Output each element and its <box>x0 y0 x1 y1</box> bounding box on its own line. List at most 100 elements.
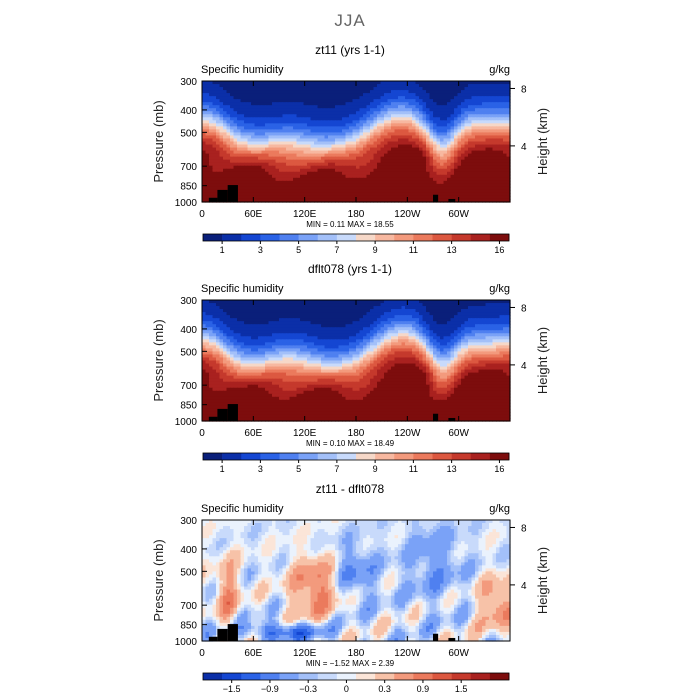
field-cell <box>265 147 270 152</box>
field-cell <box>331 129 336 134</box>
field-cell <box>345 333 350 337</box>
field-cell <box>324 111 329 115</box>
field-cell <box>408 141 413 146</box>
field-cell <box>485 309 490 313</box>
field-cell <box>261 189 266 194</box>
field-cell <box>289 123 294 127</box>
field-cell <box>408 147 413 152</box>
field-cell <box>300 315 305 319</box>
field-cell <box>226 93 231 97</box>
field-cell <box>468 303 473 307</box>
field-cell <box>471 195 476 200</box>
field-cell <box>359 105 364 109</box>
field-cell <box>485 303 490 307</box>
field-cell <box>240 108 245 112</box>
field-cell <box>492 84 497 88</box>
field-cell <box>296 168 301 173</box>
field-cell <box>286 123 291 127</box>
field-cell <box>475 180 480 185</box>
field-cell <box>422 180 427 185</box>
field-cell <box>384 195 389 200</box>
field-cell <box>272 96 277 100</box>
field-cell <box>282 135 287 140</box>
field-cell <box>335 195 340 200</box>
field-cell <box>233 138 238 143</box>
field-cell <box>398 189 403 194</box>
field-cell <box>461 177 466 182</box>
field-cell <box>216 315 221 319</box>
field-cell <box>289 189 294 194</box>
field-cell <box>356 159 361 164</box>
field-cell <box>373 144 378 149</box>
field-cell <box>314 129 319 134</box>
field-cell <box>489 147 494 152</box>
field-cell <box>237 339 242 343</box>
field-cell <box>293 198 298 203</box>
field-cell <box>219 126 224 131</box>
field-cell <box>268 93 273 97</box>
field-cell <box>265 306 270 310</box>
field-cell <box>258 330 263 334</box>
field-cell <box>370 141 375 146</box>
field-cell <box>237 81 242 85</box>
field-cell <box>394 192 399 197</box>
field-cell <box>279 306 284 310</box>
field-cell <box>223 102 228 106</box>
field-cell <box>426 330 431 334</box>
field-cell <box>450 123 455 127</box>
field-cell <box>223 342 228 346</box>
field-cell <box>202 339 207 343</box>
field-cell <box>401 144 406 149</box>
field-cell <box>499 324 504 328</box>
field-cell <box>461 150 466 155</box>
field-cell <box>209 81 214 85</box>
field-cell <box>233 345 238 350</box>
field-cell <box>226 99 231 103</box>
field-cell <box>415 141 420 146</box>
field-cell <box>240 333 245 337</box>
field-cell <box>359 87 364 91</box>
field-cell <box>412 333 417 337</box>
field-cell <box>440 111 445 115</box>
field-cell <box>429 141 434 146</box>
field-cell <box>499 153 504 158</box>
field-cell <box>244 126 249 131</box>
field-cell <box>478 303 483 307</box>
field-cell <box>450 144 455 149</box>
field-cell <box>492 126 497 131</box>
field-cell <box>394 345 399 350</box>
field-cell <box>380 309 385 313</box>
field-cell <box>447 129 452 134</box>
field-cell <box>240 144 245 149</box>
field-cell <box>401 102 406 106</box>
field-cell <box>247 99 252 103</box>
field-cell <box>328 309 333 313</box>
field-cell <box>471 141 476 146</box>
field-cell <box>436 186 441 191</box>
field-cell <box>387 126 392 131</box>
field-cell <box>370 165 375 170</box>
field-cell <box>482 336 487 340</box>
field-cell <box>461 180 466 185</box>
field-cell <box>230 81 235 85</box>
field-cell <box>359 303 364 307</box>
field-cell <box>237 90 242 94</box>
field-cell <box>261 186 266 191</box>
field-cell <box>335 306 340 310</box>
field-cell <box>380 156 385 161</box>
field-cell <box>457 342 462 346</box>
field-cell <box>471 81 476 85</box>
field-cell <box>289 333 294 337</box>
field-cell <box>331 165 336 170</box>
field-cell <box>398 312 403 316</box>
field-cell <box>254 159 259 164</box>
field-cell <box>373 195 378 200</box>
field-cell <box>314 165 319 170</box>
field-cell <box>345 150 350 155</box>
field-cell <box>293 132 298 137</box>
field-cell <box>359 195 364 200</box>
field-cell <box>454 339 459 343</box>
field-cell <box>394 177 399 182</box>
field-cell <box>377 186 382 191</box>
field-cell <box>265 336 270 340</box>
